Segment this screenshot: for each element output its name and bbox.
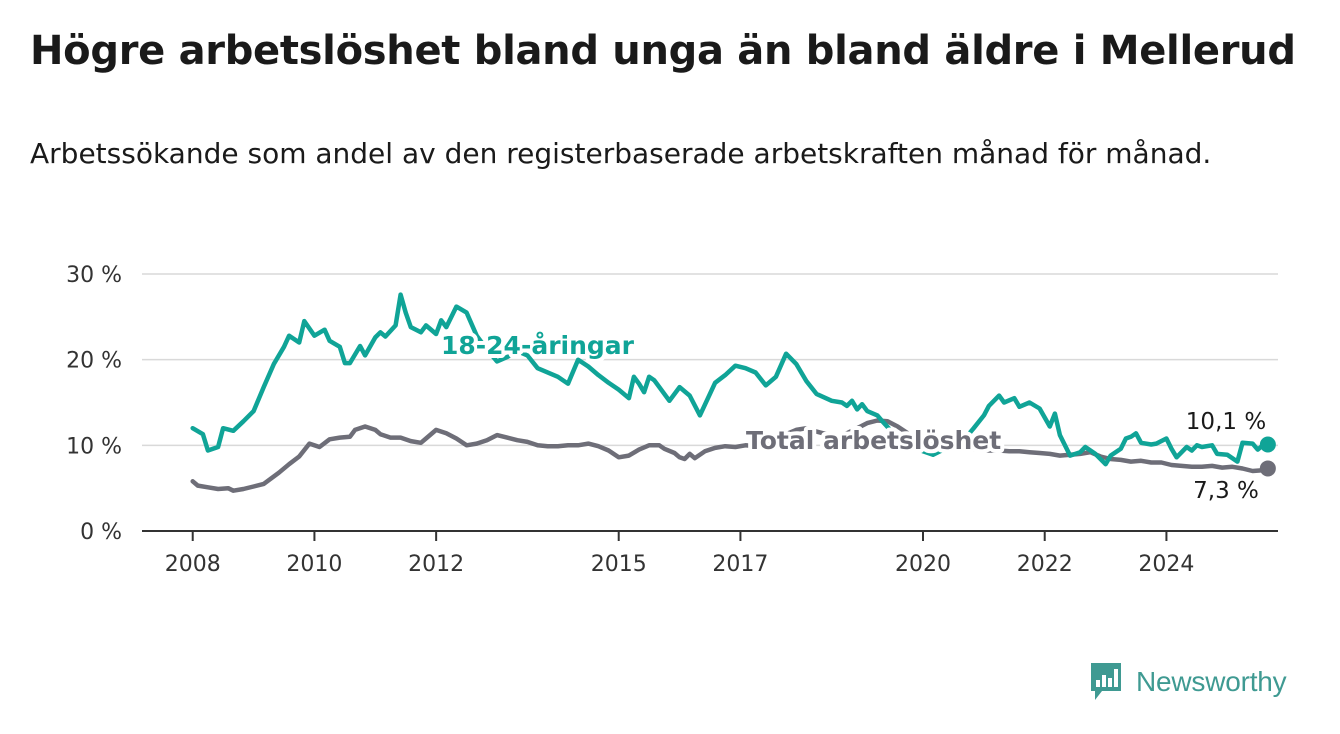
series-lines: [190, 292, 1276, 493]
series-end-point-0: [1259, 436, 1276, 453]
line-chart: 0 % 10 % 20 % 30 % 2008 2010 2012 2015 2017 2020…: [66, 263, 1278, 577]
x-tick-label: 2015: [591, 552, 647, 577]
x-tick-label: 2024: [1138, 552, 1194, 577]
x-tick-label: 2020: [895, 552, 951, 577]
brand: Newsworthy: [1088, 660, 1287, 704]
y-axis-ticks: 0 % 10 % 20 % 30 %: [66, 263, 122, 545]
end-label-18-24: 10,1 %: [1186, 409, 1266, 435]
series-line-1: [190, 418, 1271, 493]
gridlines: [142, 273, 1278, 447]
x-tick-label: 2010: [286, 552, 342, 577]
x-tick-label: 2017: [712, 552, 768, 577]
y-tick-label: 20 %: [66, 349, 122, 374]
chart-subtitle: Arbetssökande som andel av den registerb…: [30, 137, 1212, 170]
chart-title: Högre arbetslöshet bland unga än bland ä…: [30, 28, 1296, 74]
series-label-total: Total arbetslöshet: [746, 426, 1001, 455]
series-labels: 18-24-åringar Total arbetslöshet 10,1 % …: [437, 327, 1266, 504]
y-tick-label: 0 %: [80, 520, 122, 545]
x-tick-label: 2022: [1017, 552, 1073, 577]
brand-name: Newsworthy: [1136, 666, 1287, 697]
end-label-total: 7,3 %: [1193, 478, 1259, 504]
x-axis: 2008 2010 2012 2015 2017 2020 2022 2024: [142, 530, 1278, 577]
x-tick-label: 2008: [165, 552, 221, 577]
x-tick-label: 2012: [408, 552, 464, 577]
y-tick-label: 30 %: [66, 263, 122, 288]
series-label-18-24: 18-24-åringar: [441, 331, 635, 360]
series-end-point-1: [1259, 460, 1276, 477]
newsworthy-logo-icon: [1091, 663, 1121, 700]
series-line-0: [190, 292, 1271, 467]
y-tick-label: 10 %: [66, 434, 122, 459]
